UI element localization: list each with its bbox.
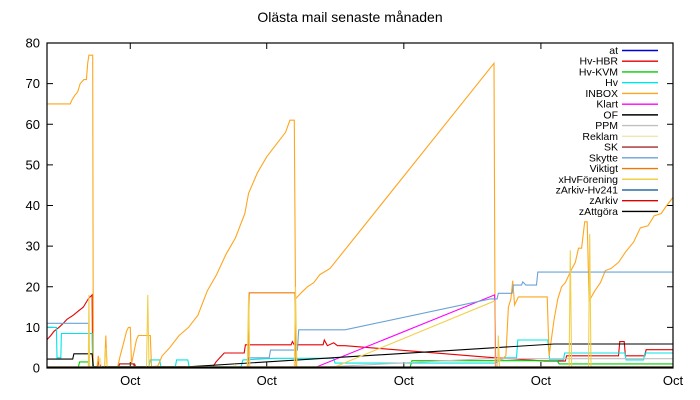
x-tick-label: Oct <box>531 373 552 388</box>
series-line-xHvFörening <box>47 233 673 368</box>
plot-border <box>46 42 674 369</box>
legend-label-Viktigt: Viktigt <box>590 163 618 175</box>
y-tick-label: 40 <box>26 198 40 213</box>
legend-label-xHvFörening: xHvFörening <box>558 174 618 186</box>
legend-label-INBOX: INBOX <box>585 88 618 100</box>
series-line-Hv-HBR <box>46 293 673 368</box>
series-line-Hv <box>47 326 673 368</box>
y-tick-label: 10 <box>26 320 40 335</box>
legend-label-Hv-HBR: Hv-HBR <box>580 56 619 68</box>
x-tick-label: Oct <box>663 373 684 388</box>
legend-label-SK: SK <box>604 142 618 154</box>
legend-label-at: at <box>609 45 618 57</box>
legend-label-Klart: Klart <box>596 99 618 111</box>
x-tick-label: Oct <box>120 373 141 388</box>
x-tick-label: Oct <box>394 373 415 388</box>
y-tick-label: 0 <box>33 361 40 376</box>
chart-title: Olästa mail senaste månaden <box>257 9 442 25</box>
y-tick-label: 30 <box>26 239 40 254</box>
legend-label-zArkiv: zArkiv <box>589 195 618 207</box>
series-line-OF <box>47 343 673 368</box>
legend-label-OF: OF <box>603 109 618 121</box>
legend-label-Hv-KVM: Hv-KVM <box>579 66 618 78</box>
series-line-Hv-KVM <box>47 360 673 368</box>
chart-content: 0 10 20 30 40 50 60 70 80 Oct Oct Oct Oct Oct atHv-HBR… <box>26 36 684 389</box>
legend-label-Skytte: Skytte <box>589 152 618 164</box>
y-tick-label: 20 <box>26 279 40 294</box>
legend-label-Hv: Hv <box>605 77 619 89</box>
y-tick-label: 50 <box>26 157 40 172</box>
legend-label-zAttgöra: zAttgöra <box>579 206 618 218</box>
y-tick-label: 80 <box>26 36 40 51</box>
legend-label-PPM: PPM <box>595 120 618 132</box>
legend-label-Reklam: Reklam <box>582 131 618 143</box>
y-tick-label: 70 <box>26 76 40 91</box>
y-tick-label: 60 <box>26 117 40 132</box>
legend-label-zArkiv-Hv241: zArkiv-Hv241 <box>556 184 619 196</box>
x-tick-label: Oct <box>257 373 278 388</box>
